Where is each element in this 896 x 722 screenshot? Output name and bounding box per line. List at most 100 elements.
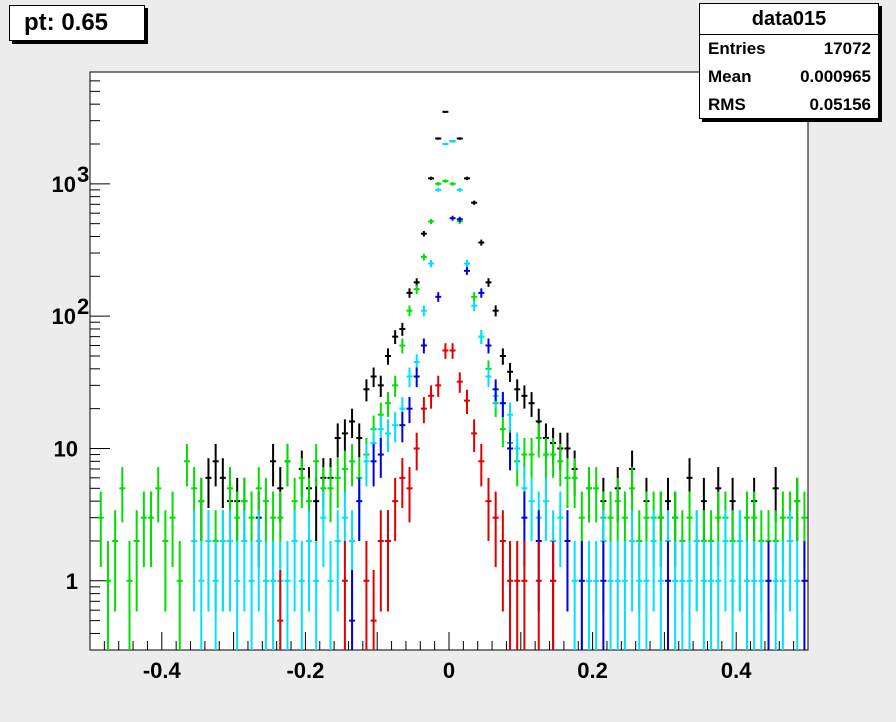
data-point xyxy=(384,392,391,417)
data-point xyxy=(614,540,621,650)
data-point xyxy=(176,540,183,650)
data-point xyxy=(435,137,442,140)
data-point xyxy=(528,477,535,541)
x-tick-label: 0.4 xyxy=(721,658,752,683)
data-point xyxy=(521,540,528,650)
data-point xyxy=(492,491,499,568)
data-point xyxy=(399,458,406,508)
data-point xyxy=(550,540,557,650)
data-point xyxy=(406,367,413,388)
data-point xyxy=(485,278,492,287)
data-point xyxy=(428,259,435,268)
data-point xyxy=(629,510,636,612)
data-point xyxy=(291,510,298,612)
data-point xyxy=(471,300,478,312)
data-point xyxy=(420,253,427,261)
data-point xyxy=(463,259,470,268)
data-point xyxy=(471,292,478,302)
data-point xyxy=(564,510,571,612)
data-point xyxy=(392,330,399,344)
data-point xyxy=(499,510,506,612)
data-point xyxy=(205,458,212,508)
y-tick-label: 10 xyxy=(52,172,76,197)
data-point xyxy=(270,443,277,487)
data-point xyxy=(262,540,269,650)
data-point xyxy=(284,540,291,650)
data-point xyxy=(463,176,470,181)
data-point xyxy=(729,540,736,650)
series-4 xyxy=(277,343,557,650)
data-point xyxy=(399,411,406,443)
data-point xyxy=(672,540,679,650)
data-point xyxy=(406,288,413,298)
stats-row-mean: Mean 0.000965 xyxy=(700,63,878,91)
data-point xyxy=(198,540,205,650)
data-point xyxy=(542,477,549,541)
axis-ticks xyxy=(89,71,809,651)
data-point xyxy=(499,415,506,448)
data-point xyxy=(392,477,399,541)
data-point xyxy=(392,411,399,443)
data-point xyxy=(284,443,291,487)
x-tick-label: -0.2 xyxy=(286,658,324,683)
data-point xyxy=(428,176,435,181)
data-point xyxy=(478,443,485,487)
stats-row-rms: RMS 0.05156 xyxy=(700,91,878,119)
data-point xyxy=(514,540,521,650)
data-point xyxy=(334,423,341,458)
data-point xyxy=(442,110,449,113)
data-point xyxy=(507,402,514,431)
data-point xyxy=(636,540,643,650)
data-point xyxy=(341,419,348,453)
data-point xyxy=(743,540,750,650)
y-tick-label: 10 xyxy=(52,304,76,329)
data-point xyxy=(485,367,492,388)
data-point xyxy=(528,438,535,478)
data-point xyxy=(449,139,456,143)
data-point xyxy=(442,142,449,146)
data-point xyxy=(657,540,664,650)
data-point xyxy=(686,540,693,650)
data-point xyxy=(449,215,456,221)
data-point xyxy=(212,443,219,487)
data-point xyxy=(428,385,435,409)
data-point xyxy=(564,458,571,508)
data-point xyxy=(377,438,384,478)
data-point xyxy=(499,348,506,365)
data-point xyxy=(578,540,585,650)
data-point xyxy=(507,540,514,650)
data-point xyxy=(349,443,356,487)
pad-label-box: pt: 0.65 xyxy=(9,5,145,41)
data-point xyxy=(485,338,492,354)
data-point xyxy=(334,458,341,508)
stats-key: Entries xyxy=(708,39,766,58)
data-point xyxy=(420,305,427,317)
data-point xyxy=(700,540,707,650)
data-point xyxy=(384,419,391,453)
data-point xyxy=(370,443,377,487)
data-point xyxy=(478,288,485,298)
data-point xyxy=(392,375,399,397)
data-point xyxy=(499,392,506,417)
data-point xyxy=(413,432,420,471)
data-point xyxy=(384,348,391,365)
data-point xyxy=(542,438,549,478)
data-point xyxy=(420,397,427,424)
data-point xyxy=(313,443,320,487)
data-point xyxy=(456,137,463,140)
data-point xyxy=(212,540,219,650)
data-point xyxy=(456,372,463,393)
data-point xyxy=(557,443,564,487)
data-point xyxy=(471,200,478,205)
data-point xyxy=(183,443,190,487)
data-point xyxy=(456,187,463,192)
y-tick-label: 1 xyxy=(66,569,78,594)
y-tick-label: 10 xyxy=(54,436,78,461)
stats-row-entries: Entries 17072 xyxy=(700,35,878,63)
data-point xyxy=(406,305,413,317)
data-point xyxy=(779,540,786,650)
data-point xyxy=(384,510,391,612)
data-point xyxy=(514,432,521,471)
